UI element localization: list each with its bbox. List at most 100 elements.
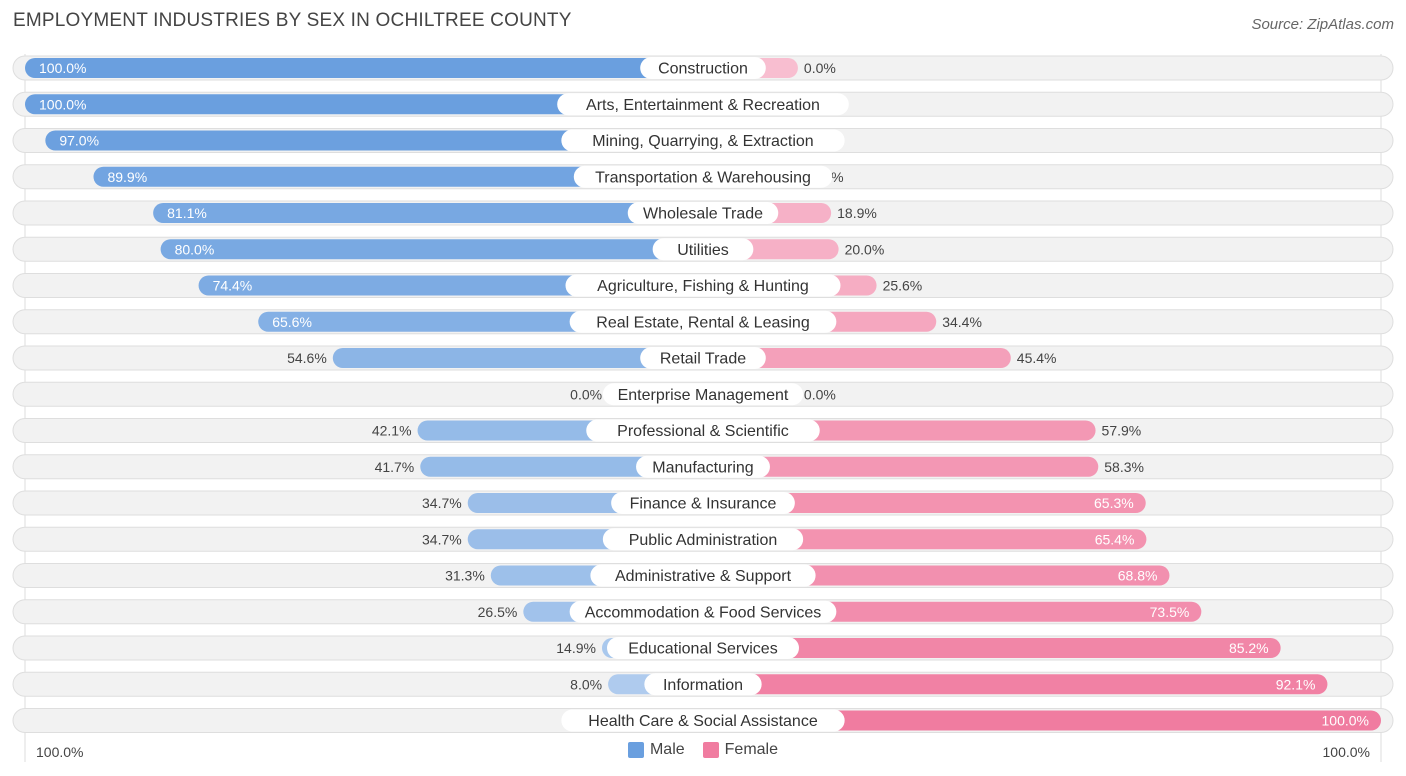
female-value-label: 0.0% [804, 386, 836, 402]
category-label: Real Estate, Rental & Leasing [596, 314, 809, 331]
male-bar [160, 239, 704, 260]
category-pill [561, 709, 845, 732]
female-value-label: 25.6% [883, 278, 923, 294]
category-label: Utilities [677, 242, 729, 259]
category-label: Health Care & Social Assistance [588, 713, 818, 730]
category-pill [590, 564, 816, 587]
category-label: Manufacturing [652, 459, 753, 476]
female-value-label: 34.4% [942, 314, 982, 330]
female-value-label: 58.3% [1104, 459, 1144, 475]
female-bar [703, 638, 1281, 658]
category-pill [573, 165, 833, 188]
female-value-label: 57.9% [1102, 423, 1142, 439]
male-bar [332, 348, 703, 368]
male-value-label: 0.0% [570, 386, 602, 402]
axis-left-label: 100.0% [36, 744, 84, 760]
male-value-label: 54.6% [287, 350, 327, 366]
axis-right-label: 100.0% [1322, 744, 1370, 760]
female-value-label: 45.4% [1017, 350, 1057, 366]
male-bar [25, 58, 703, 78]
male-value-label: 42.1% [372, 423, 412, 439]
chart-source: Source: ZipAtlas.com [1251, 16, 1394, 33]
male-bar [420, 456, 703, 477]
category-label: Information [663, 677, 743, 694]
category-label: Construction [658, 61, 748, 78]
male-value-label: 100.0% [39, 96, 86, 112]
female-bar [703, 674, 1328, 695]
category-label: Enterprise Management [618, 387, 789, 404]
legend-item-female: Female [702, 741, 779, 759]
category-label: Administrative & Support [615, 568, 792, 585]
male-value-label: 74.4% [213, 278, 253, 294]
category-pill [611, 492, 795, 514]
legend-item-male: Male [627, 741, 685, 759]
female-value-label: 65.4% [1095, 531, 1135, 547]
category-pill [565, 274, 841, 297]
chart-title: EMPLOYMENT INDUSTRIES BY SEX IN OCHILTRE… [13, 10, 572, 31]
category-label: Public Administration [629, 532, 778, 549]
female-bar [703, 529, 1147, 550]
male-value-label: 100.0% [39, 60, 86, 76]
category-label: Educational Services [628, 641, 777, 658]
category-pill [602, 383, 804, 406]
male-value-label: 65.6% [272, 314, 312, 330]
category-pill [607, 637, 799, 659]
male-bar [153, 203, 704, 223]
male-value-label: 8.0% [570, 676, 602, 692]
male-value-label: 97.0% [59, 133, 99, 149]
legend-label-male: Male [649, 741, 685, 758]
female-value-label: 65.3% [1094, 495, 1134, 511]
female-value-label: 73.5% [1150, 604, 1190, 620]
male-value-label: 31.3% [445, 568, 485, 584]
legend-swatch-male [627, 742, 644, 758]
category-pill [569, 600, 837, 623]
female-bar [703, 348, 1011, 368]
legend: Male Female [0, 741, 1406, 759]
male-value-label: 14.9% [556, 640, 596, 656]
category-pill [602, 528, 804, 551]
category-label: Agriculture, Fishing & Hunting [597, 278, 809, 295]
female-value-label: 92.1% [1276, 676, 1316, 692]
category-pill [561, 129, 845, 152]
female-value-label: 0.0% [804, 60, 836, 76]
female-value-label: 85.2% [1229, 640, 1269, 656]
category-label: Retail Trade [660, 351, 746, 368]
legend-swatch-female [702, 742, 719, 758]
category-pill [652, 238, 754, 261]
category-pill [640, 57, 766, 79]
category-label: Transportation & Warehousing [595, 169, 811, 186]
legend-label-female: Female [724, 741, 779, 758]
female-bar [703, 456, 1099, 477]
male-bar [25, 94, 703, 115]
female-bar [703, 565, 1170, 586]
male-value-label: 89.9% [107, 169, 147, 185]
female-value-label: 20.0% [845, 241, 885, 257]
category-pill [636, 455, 770, 478]
female-bar [703, 493, 1146, 513]
male-value-label: 41.7% [375, 459, 415, 475]
category-pill [557, 93, 849, 116]
category-label: Wholesale Trade [643, 206, 763, 223]
category-pill [640, 347, 766, 369]
female-value-label: 100.0% [1322, 713, 1369, 729]
female-bar [703, 710, 1381, 731]
category-label: Mining, Quarrying, & Extraction [592, 133, 813, 150]
male-value-label: 81.1% [167, 205, 207, 221]
category-label: Arts, Entertainment & Recreation [586, 97, 820, 114]
category-label: Professional & Scientific [617, 423, 789, 440]
male-bar [93, 166, 703, 187]
category-pill [586, 419, 820, 442]
category-label: Accommodation & Food Services [585, 604, 822, 621]
male-value-label: 80.0% [175, 241, 215, 257]
male-value-label: 26.5% [478, 604, 518, 620]
male-bar [45, 130, 703, 151]
category-label: Finance & Insurance [630, 496, 777, 513]
category-pill [627, 202, 779, 224]
male-value-label: 34.7% [422, 495, 462, 511]
male-value-label: 34.7% [422, 531, 462, 547]
female-value-label: 68.8% [1118, 568, 1158, 584]
female-value-label: 18.9% [837, 205, 877, 221]
category-pill [644, 673, 762, 696]
category-pill [569, 310, 837, 333]
